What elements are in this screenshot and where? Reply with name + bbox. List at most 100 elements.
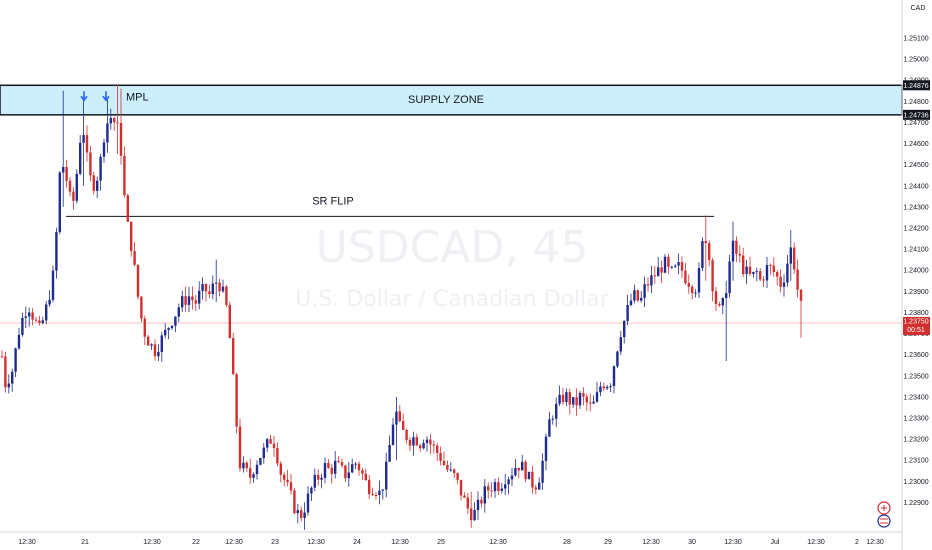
watermark-description: U.S. Dollar / Canadian Dollar: [295, 287, 609, 312]
candle-body: [670, 266, 673, 268]
candle: [534, 484, 537, 495]
candle: [626, 294, 629, 326]
candle-body: [425, 439, 429, 443]
candle: [762, 276, 765, 288]
candle-body: [357, 463, 361, 471]
candle: [470, 491, 473, 528]
candle-body: [762, 279, 765, 281]
candle-body: [79, 142, 82, 174]
candle: [378, 480, 381, 505]
candle-body: [697, 268, 701, 293]
candle-body: [174, 316, 177, 326]
candle-body: [272, 443, 276, 448]
price-tick-label: 1.23600: [903, 352, 928, 359]
candle-body: [31, 312, 34, 320]
candle-body: [337, 460, 340, 463]
candle: [442, 451, 446, 467]
candle: [293, 488, 296, 515]
candle: [507, 476, 510, 495]
candle-body: [344, 465, 347, 479]
candle-body: [374, 495, 378, 497]
candle: [735, 236, 738, 263]
time-axis[interactable]: 12:30 21 12:30 22 12:30 23 12:30 24 12:30 25 12:30…: [18, 539, 884, 546]
candle-body: [585, 396, 588, 403]
candle: [48, 290, 51, 308]
candle-body: [582, 393, 585, 397]
candle-body: [541, 460, 544, 483]
candle: [398, 405, 401, 423]
candle: [595, 381, 599, 403]
candle: [204, 283, 208, 302]
candle-body: [531, 471, 534, 488]
candle-body: [453, 469, 456, 474]
candle-body: [544, 436, 548, 461]
candle: [75, 169, 78, 204]
candle-body: [368, 479, 371, 495]
candle: [215, 259, 218, 302]
candle: [232, 332, 235, 375]
candle-body: [289, 482, 293, 491]
candle: [126, 193, 129, 223]
candle-body: [28, 312, 31, 317]
candle: [340, 458, 344, 469]
candle-body: [160, 335, 163, 352]
candle: [347, 462, 350, 487]
candle: [459, 479, 463, 501]
candle: [653, 266, 656, 284]
current-price-value: 1.23750: [903, 319, 928, 326]
candle: [541, 453, 544, 491]
candle: [113, 116, 116, 131]
candle: [381, 489, 384, 500]
candle-body: [691, 286, 694, 294]
candle: [170, 325, 174, 331]
time-tick-label: 22: [192, 539, 200, 546]
candle-body: [51, 270, 55, 300]
candle-body: [769, 265, 772, 267]
candle-body: [510, 475, 514, 480]
candle-body: [300, 510, 303, 518]
candle: [548, 411, 551, 437]
candle-body: [45, 304, 48, 321]
candle-body: [616, 351, 619, 367]
price-axis[interactable]: 1.251001.250001.249001.248001.247001.246…: [903, 36, 928, 507]
candle: [602, 382, 605, 391]
candle: [211, 275, 214, 300]
candle-body: [551, 418, 554, 420]
candle: [589, 393, 592, 412]
candle: [102, 138, 106, 163]
candle: [412, 431, 415, 456]
candle-body: [48, 299, 51, 305]
candle: [575, 388, 578, 416]
candle-body: [215, 282, 218, 284]
candle: [521, 454, 524, 471]
candle: [555, 397, 558, 427]
candle-body: [799, 289, 803, 301]
candle-body: [408, 440, 412, 446]
candle-body: [89, 152, 92, 176]
candle: [235, 372, 238, 434]
candle: [187, 286, 191, 313]
candle-body: [11, 371, 14, 384]
candle: [272, 436, 276, 457]
candle: [731, 221, 735, 281]
candle-body: [765, 265, 769, 281]
zone-top-tag: 1.24876: [903, 80, 930, 91]
candle: [334, 451, 337, 479]
candle: [786, 254, 789, 287]
candle-body: [340, 462, 344, 466]
candle-body: [422, 442, 425, 449]
candle: [436, 442, 439, 462]
candle: [116, 84, 119, 155]
price-tick-label: 1.24600: [903, 141, 928, 148]
candle: [585, 393, 588, 412]
candle: [606, 385, 609, 390]
price-tick-label: 1.24500: [903, 162, 928, 169]
candle-body: [181, 296, 184, 308]
candle: [633, 284, 636, 304]
candle: [425, 436, 429, 452]
candle: [34, 316, 38, 323]
candle: [493, 478, 497, 498]
candle-body: [371, 494, 374, 496]
candle: [504, 474, 507, 496]
